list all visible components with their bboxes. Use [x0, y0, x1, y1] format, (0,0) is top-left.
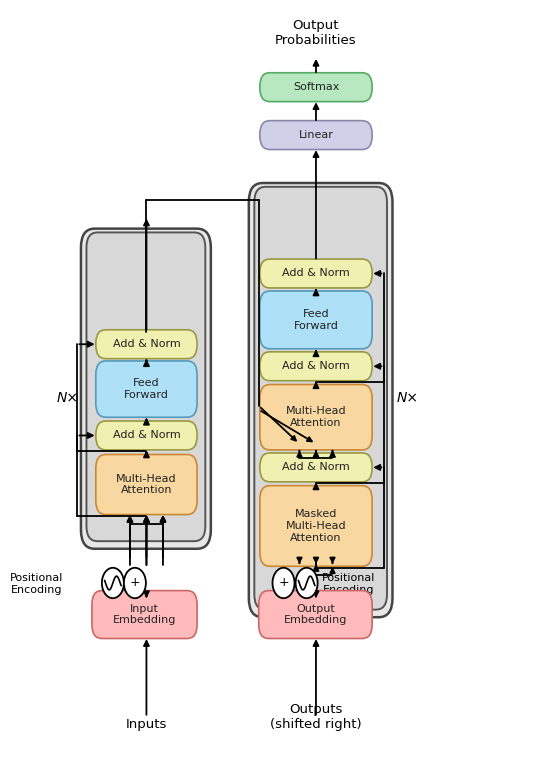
Text: Outputs
(shifted right): Outputs (shifted right)	[270, 703, 362, 732]
Text: Add & Norm: Add & Norm	[282, 463, 350, 473]
FancyBboxPatch shape	[260, 385, 372, 450]
Text: Add & Norm: Add & Norm	[112, 430, 180, 440]
FancyBboxPatch shape	[260, 453, 372, 482]
Text: Positional
Encoding: Positional Encoding	[10, 573, 63, 594]
Circle shape	[124, 568, 146, 598]
FancyBboxPatch shape	[254, 187, 387, 610]
Text: Linear: Linear	[299, 130, 334, 140]
Text: +: +	[278, 577, 289, 590]
FancyBboxPatch shape	[96, 330, 197, 358]
Text: Positional
Encoding: Positional Encoding	[322, 573, 375, 594]
FancyBboxPatch shape	[260, 352, 372, 381]
FancyBboxPatch shape	[81, 228, 211, 548]
FancyBboxPatch shape	[259, 591, 372, 639]
Text: Inputs: Inputs	[126, 719, 167, 732]
FancyBboxPatch shape	[92, 591, 197, 639]
FancyBboxPatch shape	[260, 259, 372, 288]
Circle shape	[272, 568, 295, 598]
FancyBboxPatch shape	[260, 121, 372, 149]
FancyBboxPatch shape	[260, 486, 372, 566]
Text: Multi-Head
Attention: Multi-Head Attention	[286, 407, 346, 428]
Text: Softmax: Softmax	[293, 82, 339, 92]
Text: Input
Embedding: Input Embedding	[113, 604, 176, 625]
FancyBboxPatch shape	[260, 73, 372, 102]
Circle shape	[296, 568, 317, 598]
FancyBboxPatch shape	[249, 183, 393, 617]
Text: N×: N×	[57, 391, 79, 405]
Text: Add & Norm: Add & Norm	[112, 339, 180, 349]
Circle shape	[102, 568, 124, 598]
Text: Feed
Forward: Feed Forward	[294, 309, 339, 331]
FancyBboxPatch shape	[86, 232, 205, 541]
Text: Multi-Head
Attention: Multi-Head Attention	[116, 473, 177, 496]
FancyBboxPatch shape	[260, 291, 372, 349]
FancyBboxPatch shape	[96, 361, 197, 417]
Text: +: +	[130, 577, 140, 590]
FancyBboxPatch shape	[96, 421, 197, 450]
Text: Masked
Multi-Head
Attention: Masked Multi-Head Attention	[286, 509, 346, 542]
Text: Feed
Forward: Feed Forward	[124, 378, 169, 400]
Text: N×: N×	[397, 391, 419, 405]
FancyBboxPatch shape	[96, 454, 197, 515]
Text: Add & Norm: Add & Norm	[282, 362, 350, 372]
Text: Output
Embedding: Output Embedding	[284, 604, 347, 625]
Text: Output
Probabilities: Output Probabilities	[275, 19, 357, 47]
Text: Add & Norm: Add & Norm	[282, 269, 350, 279]
